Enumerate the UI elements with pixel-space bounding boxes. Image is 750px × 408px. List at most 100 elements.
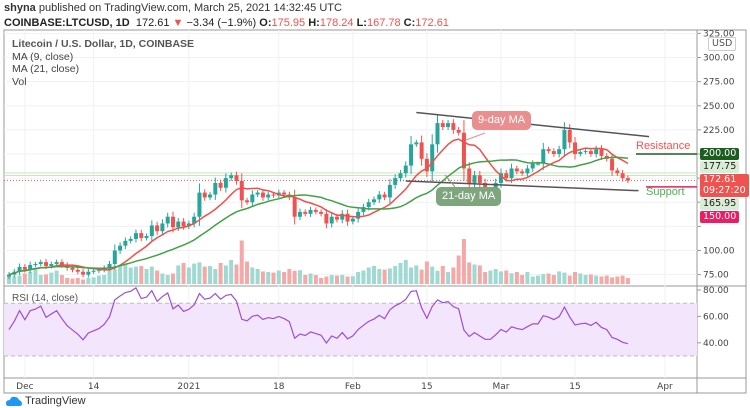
candle-body (509, 168, 514, 179)
volume-bar (81, 279, 86, 284)
candle-body (377, 194, 382, 200)
volume-bar (382, 269, 387, 284)
candle-body (324, 213, 329, 224)
candle-body (181, 221, 186, 227)
candle-body (70, 267, 75, 270)
volume-bar (313, 275, 318, 284)
candle-body (620, 173, 625, 179)
chart-legend: Litecoin / U.S. Dollar, 1D, COINBASE MA … (12, 38, 194, 88)
volume-bar (213, 269, 218, 284)
candle-body (7, 274, 11, 277)
tradingview-logo[interactable]: TradingView (6, 395, 86, 407)
candle-body (271, 194, 276, 196)
candle-body (245, 200, 250, 203)
candle-body (525, 168, 530, 174)
legend-ma9[interactable]: MA (9, close) (12, 50, 74, 63)
candle-body (38, 262, 43, 265)
volume-bar (181, 263, 186, 284)
volume-bar (393, 266, 398, 284)
legend-ma21[interactable]: MA (21, close) (12, 63, 80, 75)
candle-body (176, 221, 181, 228)
volume-bar (620, 275, 625, 284)
volume-bar (377, 269, 382, 284)
rsi-tick-label: 60.00 (703, 312, 729, 322)
volume-bar (38, 275, 43, 284)
volume-bar (192, 263, 197, 284)
volume-bar (334, 275, 339, 284)
y-tick-label: 275.00 (703, 78, 735, 88)
volume-bar (403, 260, 408, 284)
volume-bar (176, 265, 181, 284)
volume-bar (451, 267, 456, 284)
ma21-annotation-pointer (444, 174, 456, 188)
ma9-annotation: 9-day MA (472, 111, 532, 130)
volume-bar (387, 268, 392, 284)
volume-bar (319, 278, 324, 284)
volume-bar (541, 274, 546, 284)
candle-body (424, 158, 429, 172)
volume-bar (419, 269, 424, 284)
candle-body (562, 129, 567, 150)
candle-body (483, 182, 488, 191)
rsi-tick-label: 40.00 (703, 339, 729, 349)
candle-body (133, 233, 138, 239)
candle-body (319, 211, 324, 214)
ma9-line (8, 138, 629, 276)
candle-body (446, 123, 451, 127)
volume-bar (86, 278, 91, 284)
candle-body (456, 129, 461, 133)
volume-bar (361, 270, 366, 284)
volume-bar (350, 276, 355, 284)
volume-bar (520, 275, 525, 284)
channel-bottom-line (405, 180, 639, 192)
volume-bar (599, 276, 604, 284)
candle-body (44, 262, 49, 266)
volume-bar (356, 272, 361, 284)
resistance-price-tag: 200.00 (700, 148, 740, 160)
x-tick-label: 2021 (177, 382, 200, 392)
volume-bar (65, 278, 70, 284)
volume-bar (250, 267, 255, 284)
volume-bar (409, 267, 414, 284)
candle-body (49, 264, 54, 266)
legend-vol[interactable]: Vol (12, 75, 27, 88)
candle-body (372, 199, 377, 203)
volume-bar (70, 278, 75, 284)
candle-body (356, 211, 361, 219)
rsi-legend[interactable]: RSI (14, close) (12, 293, 79, 304)
volume-bar (303, 275, 308, 284)
tradingview-cloud-icon (6, 396, 22, 406)
volume-bar (139, 266, 144, 284)
candle-body (414, 142, 419, 145)
volume-bar (308, 273, 313, 284)
candle-body (498, 173, 503, 183)
candle-body (149, 225, 154, 237)
volume-bar (255, 269, 260, 284)
volume-bar (282, 272, 287, 284)
candle-body (96, 269, 101, 271)
candle-body (33, 264, 38, 266)
x-tick-label: 15 (421, 382, 432, 392)
volume-bar (54, 270, 59, 284)
volume-bar (424, 261, 429, 284)
candle-body (192, 216, 197, 224)
volume-bar (59, 275, 64, 284)
candle-body (329, 216, 334, 224)
candle-body (583, 151, 588, 153)
x-tick-label: 18 (273, 382, 285, 392)
candle-body (91, 270, 96, 272)
candle-body (435, 123, 440, 145)
volume-bar (472, 264, 477, 284)
rsi-band (4, 303, 697, 356)
volume-bar (144, 269, 149, 284)
legend-title: Litecoin / U.S. Dollar, 1D, COINBASE (12, 38, 195, 50)
candle-body (54, 262, 59, 265)
candle-body (197, 192, 202, 217)
y-tick-label: 250.00 (703, 102, 735, 112)
y-tick-label: 325.00 (703, 29, 735, 39)
candle-body (218, 182, 223, 188)
candle-body (22, 266, 27, 270)
candle-body (361, 207, 366, 212)
volume-bar (446, 272, 451, 284)
